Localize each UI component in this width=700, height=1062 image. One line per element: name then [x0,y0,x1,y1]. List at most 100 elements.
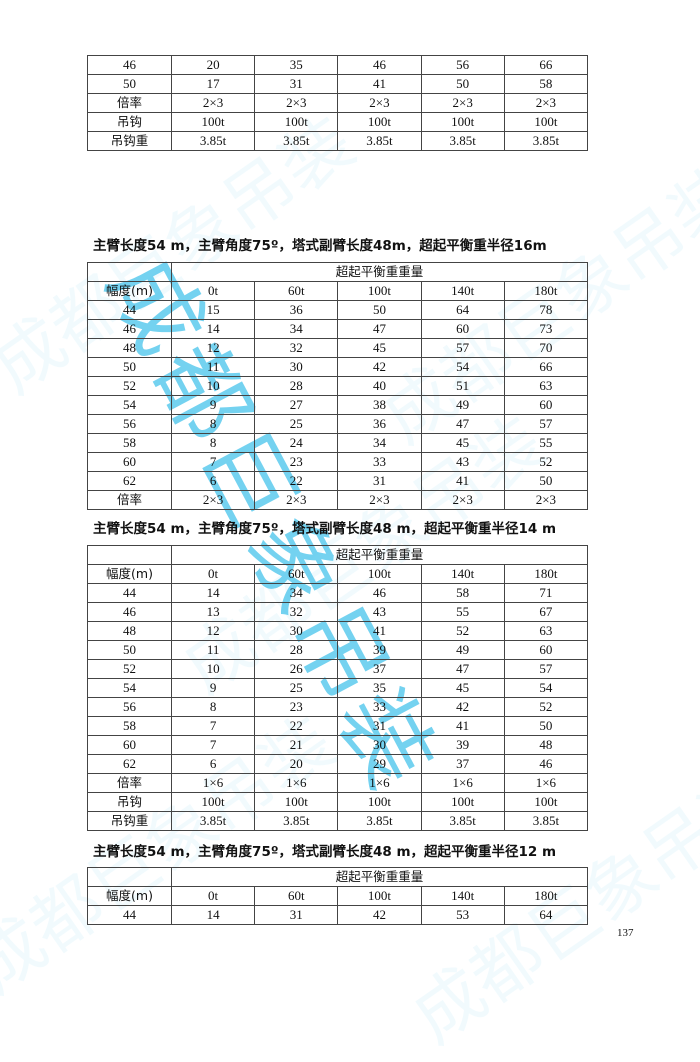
value-cell: 100t [420,112,505,132]
value-cell: 52 [503,452,589,472]
value-cell: 100t [254,792,339,812]
value-cell: 11 [170,640,256,660]
value-cell: 27 [254,395,339,415]
table-row: 56 8 25 36 47 57 [87,414,589,434]
value-cell: 14 [170,905,256,925]
value-cell: 12 [170,621,256,641]
row-label-cell: 58 [87,433,172,453]
value-cell: 7 [170,452,256,472]
table-row: 58 7 22 31 41 50 [87,716,589,736]
value-cell: 2×3 [170,93,256,113]
value-cell: 71 [503,583,589,603]
value-cell: 1×6 [254,773,339,793]
value-cell: 42 [420,697,505,717]
column-header: 0t [170,281,256,301]
table-row: 倍率 2×3 2×3 2×3 2×3 2×3 [87,490,589,510]
value-cell: 28 [254,640,339,660]
value-cell: 2×3 [254,93,339,113]
column-header: 0t [170,886,256,906]
value-cell: 2×3 [170,490,256,510]
value-cell: 52 [503,697,589,717]
value-cell: 12 [170,338,256,358]
value-cell: 34 [254,319,339,339]
column-header: 100t [337,281,422,301]
value-cell: 63 [503,376,589,396]
load-table-16m: 超起平衡重重量 幅度(m) 0t 60t 100t 140t 180t 44 15 36 50 64 7… [87,262,589,510]
value-cell: 38 [337,395,422,415]
value-cell: 58 [503,74,589,94]
table-row: 46 14 34 47 60 73 [87,319,589,339]
group-header-row: 超起平衡重重量 [87,262,588,282]
value-cell: 25 [254,678,339,698]
value-cell: 100t [254,112,339,132]
table-row: 吊钩 100t 100t 100t 100t 100t [87,792,589,812]
value-cell: 36 [254,300,339,320]
value-cell: 21 [254,735,339,755]
row-label-cell: 倍率 [87,490,172,510]
value-cell: 51 [420,376,505,396]
table-row: 54 9 27 38 49 60 [87,395,589,415]
table-row: 44 14 34 46 58 71 [87,583,589,603]
value-cell: 37 [337,659,422,679]
row-label-cell: 吊钩重 [87,131,172,151]
row-label-cell: 54 [87,395,172,415]
table-row: 62 6 22 31 41 50 [87,471,589,491]
empty-cell [87,545,172,565]
value-cell: 41 [420,471,505,491]
value-cell: 64 [503,905,589,925]
value-cell: 45 [337,338,422,358]
value-cell: 33 [337,452,422,472]
row-label-cell: 倍率 [87,93,172,113]
value-cell: 49 [420,640,505,660]
value-cell: 1×6 [170,773,256,793]
value-cell: 56 [420,55,505,75]
row-label-cell: 52 [87,659,172,679]
table-heading-12m: 主臂长度54 m，主臂角度75º，塔式副臂长度48 m，超起平衡重半径12 m [93,844,557,860]
value-cell: 57 [503,414,589,434]
value-cell: 45 [420,678,505,698]
column-header: 180t [503,886,589,906]
value-cell: 39 [420,735,505,755]
value-cell: 47 [420,659,505,679]
value-cell: 100t [337,792,422,812]
table-row: 倍率 1×6 1×6 1×6 1×6 1×6 [87,773,589,793]
column-header: 幅度(m) [87,886,172,906]
value-cell: 66 [503,55,589,75]
column-header: 60t [254,564,339,584]
value-cell: 41 [337,621,422,641]
value-cell: 2×3 [337,93,422,113]
value-cell: 3.85t [170,811,256,831]
value-cell: 67 [503,602,589,622]
value-cell: 7 [170,716,256,736]
table-row: 48 12 30 41 52 63 [87,621,589,641]
group-header: 超起平衡重重量 [171,545,588,565]
value-cell: 29 [337,754,422,774]
value-cell: 31 [254,74,339,94]
value-cell: 31 [337,471,422,491]
row-label-cell: 52 [87,376,172,396]
value-cell: 32 [254,338,339,358]
value-cell: 11 [170,357,256,377]
row-label-cell: 倍率 [87,773,172,793]
value-cell: 2×3 [503,93,589,113]
table-row: 44 14 31 42 53 64 [87,905,589,925]
value-cell: 47 [420,414,505,434]
value-cell: 8 [170,433,256,453]
value-cell: 36 [337,414,422,434]
value-cell: 78 [503,300,589,320]
value-cell: 41 [337,74,422,94]
value-cell: 31 [254,905,339,925]
value-cell: 2×3 [420,93,505,113]
value-cell: 14 [170,583,256,603]
value-cell: 35 [337,678,422,698]
column-header: 60t [254,886,339,906]
table-row: 吊钩重 3.85t 3.85t 3.85t 3.85t 3.85t [87,131,589,151]
column-header: 140t [420,886,505,906]
value-cell: 100t [503,792,589,812]
value-cell: 10 [170,376,256,396]
row-label-cell: 46 [87,55,172,75]
value-cell: 100t [503,112,589,132]
value-cell: 47 [337,319,422,339]
value-cell: 2×3 [503,490,589,510]
load-table-12m: 超起平衡重重量 幅度(m) 0t 60t 100t 140t 180t 44 14 31 42 53 6… [87,867,589,925]
